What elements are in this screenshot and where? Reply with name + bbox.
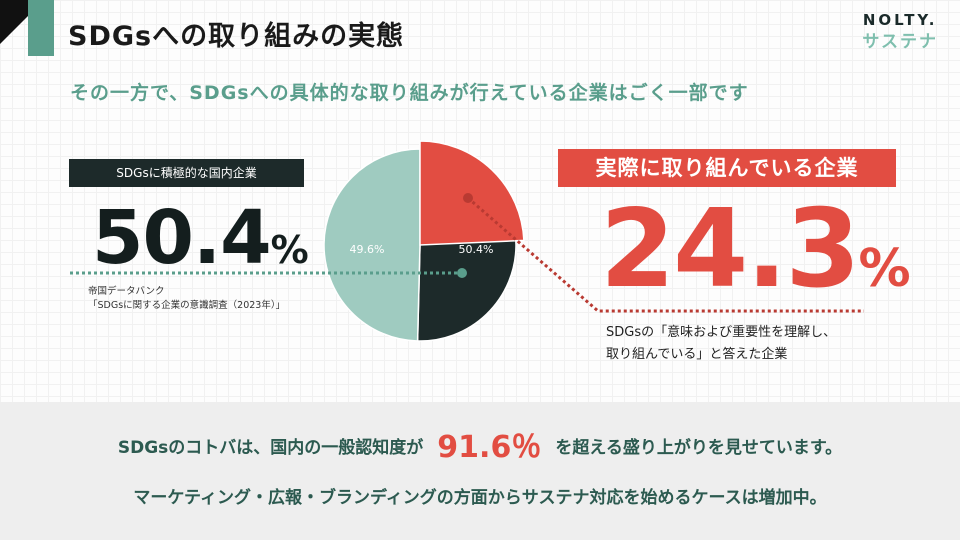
right-connector-line	[467, 196, 864, 313]
bottom-statement-2: マーケティング・広報・ブランディングの方面からサステナ対応を始めるケースは増加中…	[133, 488, 827, 508]
brand-logo: NOLTY. サステナ	[862, 11, 938, 52]
right-stat-note: SDGsの「意味および重要性を理解し、 取り組んでいる」と答えた企業	[606, 322, 836, 366]
source-citation: 帝国データバンク 「SDGsに関する企業の意識調査（2023年）」	[88, 285, 285, 313]
right-stat-value: 24.3%	[600, 196, 911, 304]
pie-slice-light	[323, 148, 421, 342]
right-stat-sign: %	[858, 239, 911, 299]
logo-text-top: NOLTY.	[862, 11, 938, 29]
right-note-line-2: 取り組んでいる」と答えた企業	[606, 347, 788, 362]
left-stat-sign: %	[270, 228, 309, 272]
left-stat-value: 50.4%	[92, 195, 309, 281]
page-title: SDGsへの取り組みの実態	[68, 21, 405, 52]
pie-label-light: 49.6%	[350, 243, 385, 256]
logo-text-bottom: サステナ	[862, 32, 938, 52]
bottom-statement-1-after: を超える盛り上がりを見せています。	[555, 438, 843, 458]
corner-accent-bar	[28, 0, 54, 56]
pie-label-dark: 50.4%	[459, 243, 494, 256]
right-connector-dot	[463, 193, 473, 203]
page-subtitle: その一方で、SDGsへの具体的な取り組みが行えている企業はごく一部です	[70, 82, 749, 104]
left-stat-number: 50.4	[92, 195, 272, 281]
left-stat-label: SDGsに積極的な国内企業	[69, 159, 304, 187]
source-line-2: 「SDGsに関する企業の意識調査（2023年）」	[88, 300, 286, 311]
source-line-1: 帝国データバンク	[88, 286, 165, 297]
left-connector-dot	[457, 268, 467, 278]
right-stat-number: 24.3	[600, 187, 860, 312]
right-note-line-1: SDGsの「意味および重要性を理解し、	[606, 325, 837, 340]
pie-slice-highlight	[419, 140, 525, 246]
right-stat-label: 実際に取り組んでいる企業	[558, 149, 896, 187]
bottom-statement-1-before: SDGsのコトバは、国内の一般認知度が	[117, 438, 424, 458]
bottom-band	[0, 402, 960, 540]
awareness-percentage: 91.6％	[437, 430, 542, 465]
bottom-statement-1: SDGsのコトバは、国内の一般認知度が 91.6％ を超える盛り上がりを見せています…	[0, 422, 960, 466]
